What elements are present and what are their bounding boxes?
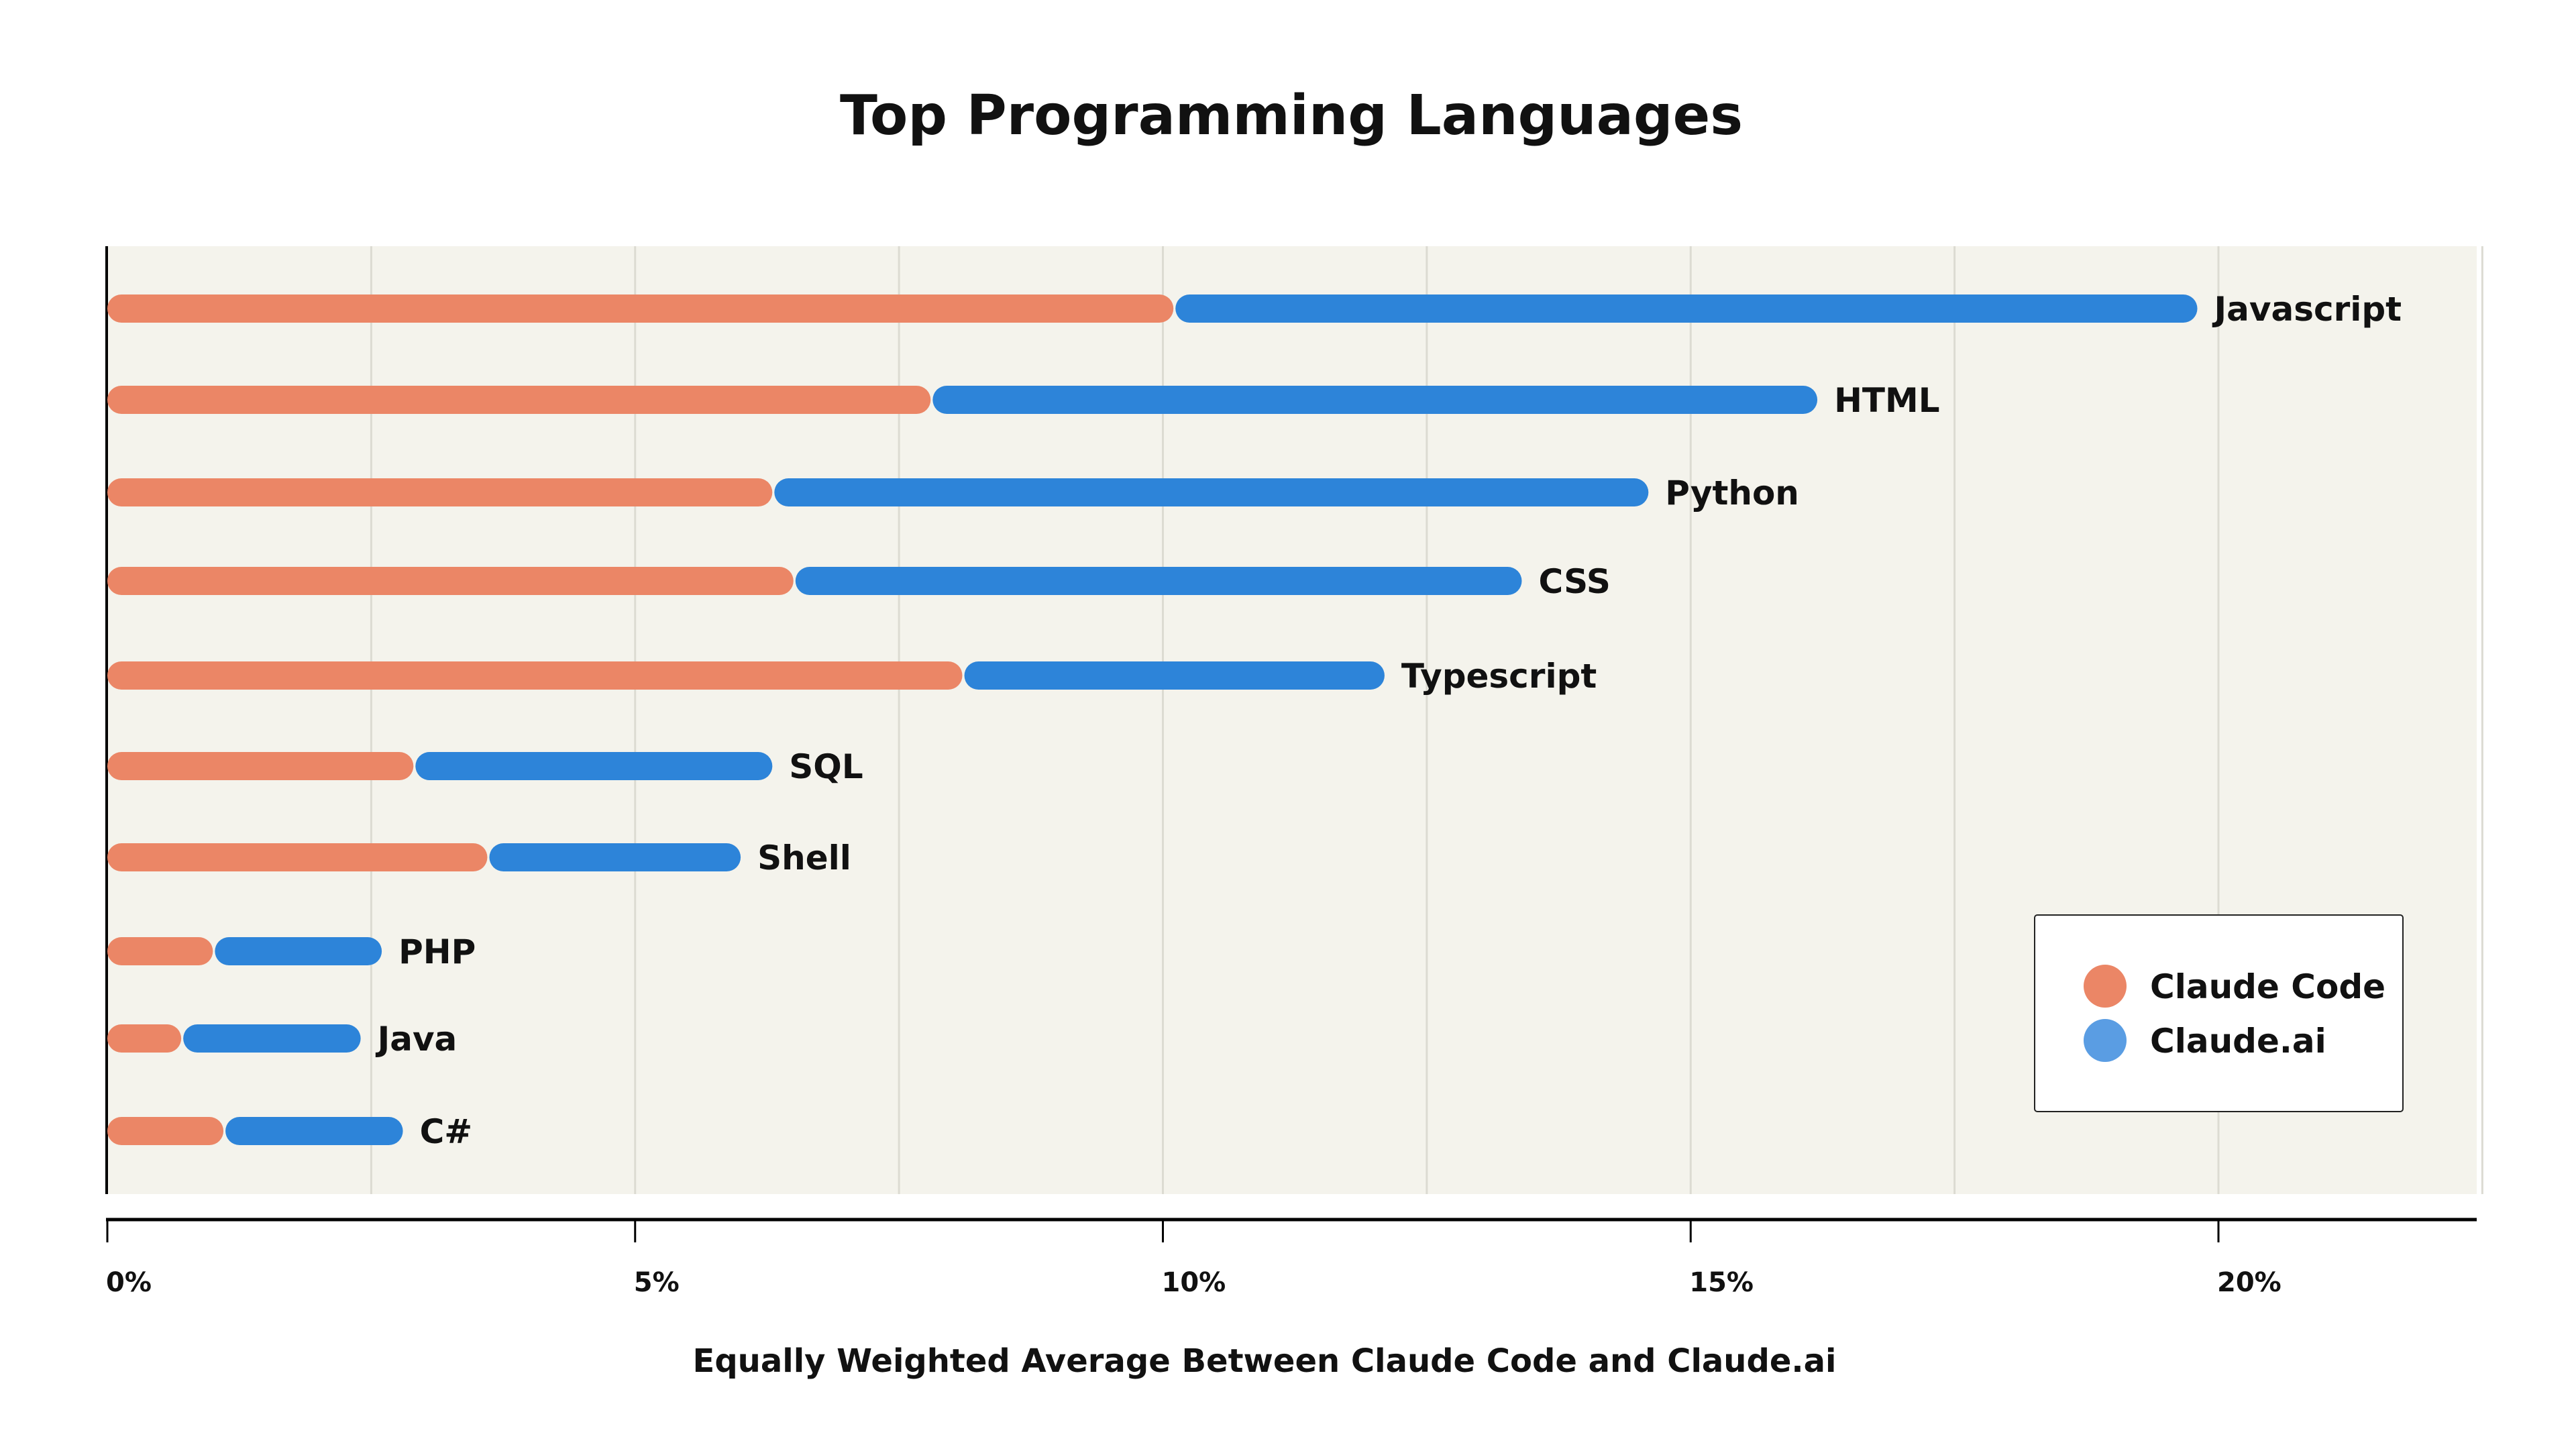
bar-claude-ai-4 <box>964 661 1385 690</box>
bar-claude-code-6 <box>107 843 488 871</box>
legend-box <box>2034 914 2404 1112</box>
category-labels: Javascript HTML Python CSS Typescript SQL Shel… <box>376 290 2402 1151</box>
category-label: Javascript <box>2212 290 2402 329</box>
category-label: Python <box>1665 474 1799 513</box>
x-tick-label: 20% <box>2217 1267 2282 1298</box>
bar-claude-ai-1 <box>932 386 1818 414</box>
category-label: Java <box>376 1020 458 1059</box>
legend-label-claude-code: Claude Code <box>2150 967 2385 1006</box>
bar-claude-ai-6 <box>489 843 741 871</box>
legend-swatch-claude-ai <box>2084 1019 2127 1062</box>
bar-claude-code-4 <box>107 661 963 690</box>
legend: Claude Code Claude.ai <box>2034 914 2404 1112</box>
bar-claude-code-9 <box>107 1117 224 1145</box>
bar-claude-ai-8 <box>183 1024 361 1053</box>
category-label: PHP <box>398 932 476 971</box>
bars <box>107 294 2198 1145</box>
category-label: C# <box>420 1112 473 1151</box>
bar-claude-ai-9 <box>225 1117 403 1145</box>
bar-claude-code-3 <box>107 567 794 595</box>
category-label: HTML <box>1834 381 1940 420</box>
chart-title: Top Programming Languages <box>840 84 1743 148</box>
category-label: SQL <box>789 747 863 786</box>
bar-claude-ai-0 <box>1175 294 2198 323</box>
bar-claude-code-1 <box>107 386 931 414</box>
x-tick-label: 0% <box>106 1267 152 1298</box>
category-label: Typescript <box>1401 657 1597 696</box>
bar-claude-code-5 <box>107 752 414 780</box>
x-tick-label: 5% <box>634 1267 680 1298</box>
legend-label-claude-ai: Claude.ai <box>2150 1022 2326 1061</box>
bar-claude-ai-2 <box>774 478 1649 506</box>
bar-claude-code-8 <box>107 1024 182 1053</box>
x-axis-ticks: 0% 5% 10% 15% 20% <box>106 1220 2282 1298</box>
bar-claude-ai-3 <box>795 567 1522 595</box>
x-tick-label: 10% <box>1162 1267 1226 1298</box>
legend-swatch-claude-code <box>2084 965 2127 1008</box>
bar-claude-ai-5 <box>415 752 773 780</box>
bar-claude-code-2 <box>107 478 773 506</box>
bar-claude-code-7 <box>107 937 213 965</box>
bar-claude-code-0 <box>107 294 1174 323</box>
x-tick-label: 15% <box>1689 1267 1754 1298</box>
bar-claude-ai-7 <box>215 937 382 965</box>
category-label: CSS <box>1538 562 1610 601</box>
x-axis-label: Equally Weighted Average Between Claude … <box>693 1342 1837 1380</box>
category-label: Shell <box>757 839 851 877</box>
